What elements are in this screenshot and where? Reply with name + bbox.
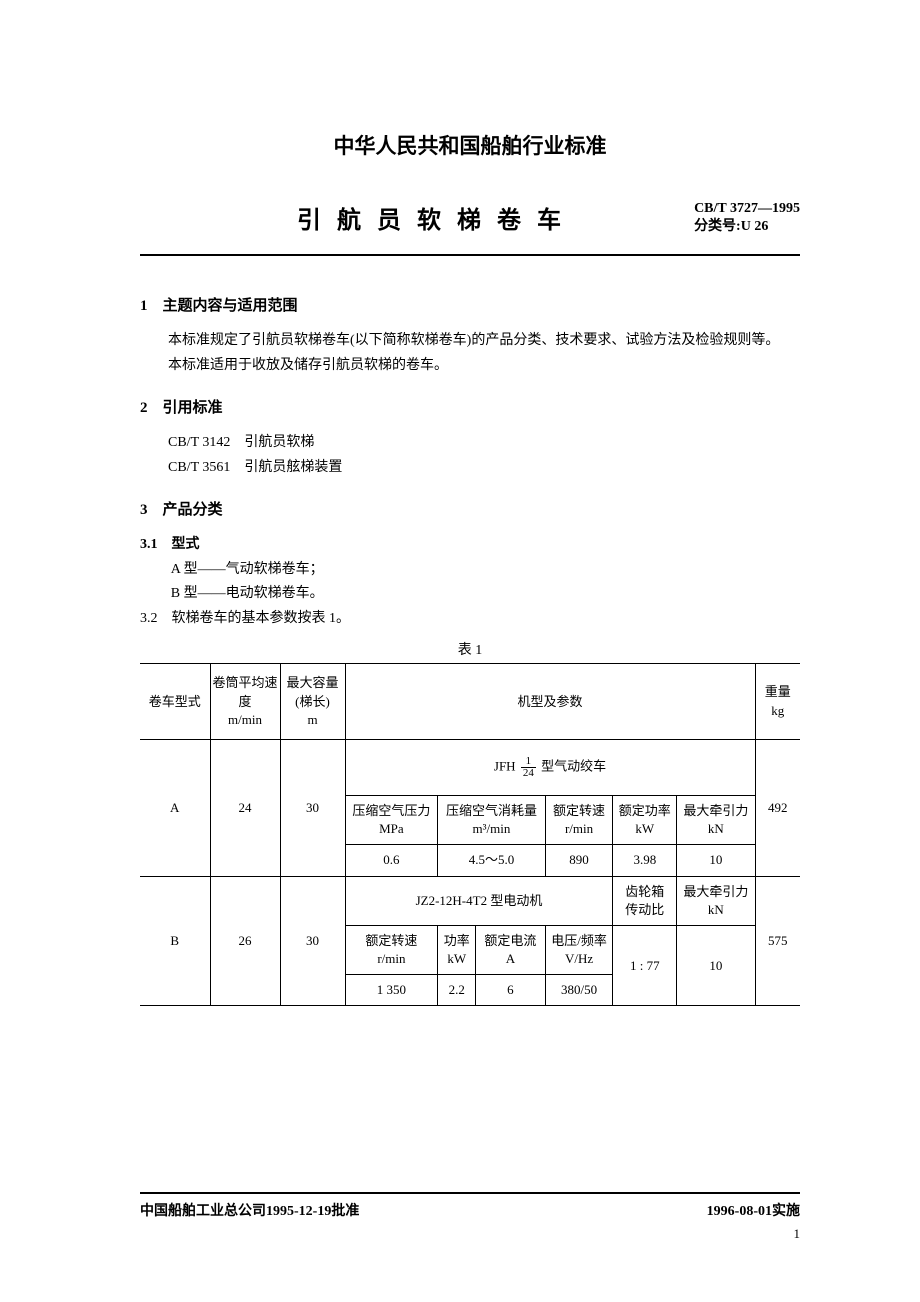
table-caption: 表 1 — [140, 639, 800, 659]
section-3-title: 3 产品分类 — [140, 498, 800, 519]
fraction: 1 24 — [521, 756, 536, 779]
type-b-line: B 型——电动软梯卷车。 — [140, 582, 800, 607]
model-suffix: 型气动绞车 — [541, 758, 606, 773]
cell-a-p2-val: 4.5～5.0 — [438, 845, 545, 876]
cell-b-p4-label: 电压/频率 V/Hz — [545, 925, 613, 974]
th-model: 机型及参数 — [345, 664, 755, 740]
model-prefix: JFH — [494, 758, 516, 773]
cell-a-p5-label: 最大牵引力 kN — [677, 795, 755, 844]
cell-a-capacity: 30 — [280, 739, 345, 876]
org-title: 中华人民共和国船舶行业标准 — [140, 130, 800, 160]
table-row: A 24 30 JFH 1 24 型气动绞车 492 — [140, 739, 800, 795]
cell-b-pull-val: 10 — [677, 925, 755, 1006]
cell-b-p2-val: 2.2 — [438, 975, 476, 1006]
cell-a-p5-val: 10 — [677, 845, 755, 876]
cell-b-p4-val: 380/50 — [545, 975, 613, 1006]
ref-1: CB/T 3142 引航员软梯 — [140, 431, 800, 456]
cell-b-p1-val: 1 350 — [345, 975, 438, 1006]
section-1-title: 1 主题内容与适用范围 — [140, 294, 800, 315]
page-number: 1 — [140, 1226, 800, 1242]
section-3-2: 3.2 软梯卷车的基本参数按表 1。 — [140, 607, 800, 632]
cell-b-capacity: 30 — [280, 876, 345, 1006]
standard-code: CB/T 3727—1995 分类号:U 26 — [694, 200, 800, 236]
section-1-p1: 本标准规定了引航员软梯卷车(以下简称软梯卷车)的产品分类、技术要求、试验方法及检… — [140, 329, 800, 354]
cell-a-weight: 492 — [755, 739, 800, 876]
cell-b-speed: 26 — [210, 876, 280, 1006]
cell-b-weight: 575 — [755, 876, 800, 1006]
th-weight: 重量 kg — [755, 664, 800, 740]
cell-b-p1-label: 额定转速 r/min — [345, 925, 438, 974]
footer: 中国船舶工业总公司1995-12-19批准 1996-08-01实施 1 — [140, 1192, 800, 1242]
cell-b-model: JZ2-12H-4T2 型电动机 — [345, 876, 613, 925]
cell-a-p1-val: 0.6 — [345, 845, 438, 876]
cell-a-model: JFH 1 24 型气动绞车 — [345, 739, 755, 795]
cell-b-p3-label: 额定电流 A — [476, 925, 546, 974]
table-header-row: 卷车型式 卷筒平均速度 m/min 最大容量 (梯长) m 机型及参数 重量 k… — [140, 664, 800, 740]
code-line-1: CB/T 3727—1995 — [694, 200, 800, 218]
section-2-title: 2 引用标准 — [140, 396, 800, 417]
section-3-1: 3.1 型式 — [140, 533, 800, 558]
th-speed: 卷筒平均速度 m/min — [210, 664, 280, 740]
cell-b-type: B — [140, 876, 210, 1006]
cell-b-p3-val: 6 — [476, 975, 546, 1006]
cell-b-gear-val: 1 : 77 — [613, 925, 677, 1006]
frac-den: 24 — [521, 768, 536, 779]
code-line-2: 分类号:U 26 — [694, 218, 800, 236]
parameters-table: 卷车型式 卷筒平均速度 m/min 最大容量 (梯长) m 机型及参数 重量 k… — [140, 663, 800, 1006]
cell-a-p4-label: 额定功率 kW — [613, 795, 677, 844]
doc-title: 引航员软梯卷车 — [140, 200, 694, 235]
cell-a-p3-label: 额定转速 r/min — [545, 795, 613, 844]
cell-a-type: A — [140, 739, 210, 876]
type-a-line: A 型——气动软梯卷车； — [140, 558, 800, 583]
ref-2: CB/T 3561 引航员舷梯装置 — [140, 456, 800, 481]
footer-divider — [140, 1192, 800, 1194]
footer-left: 中国船舶工业总公司1995-12-19批准 — [140, 1200, 359, 1220]
cell-a-p1-label: 压缩空气压力 MPa — [345, 795, 438, 844]
table-row: B 26 30 JZ2-12H-4T2 型电动机 齿轮箱 传动比 最大牵引力 k… — [140, 876, 800, 925]
th-type: 卷车型式 — [140, 664, 210, 740]
cell-b-p2-label: 功率 kW — [438, 925, 476, 974]
th-capacity: 最大容量 (梯长) m — [280, 664, 345, 740]
footer-right: 1996-08-01实施 — [707, 1200, 800, 1220]
cell-b-gear-label: 齿轮箱 传动比 — [613, 876, 677, 925]
cell-a-speed: 24 — [210, 739, 280, 876]
cell-b-pull-label: 最大牵引力 kN — [677, 876, 755, 925]
title-divider — [140, 254, 800, 256]
cell-a-p2-label: 压缩空气消耗量 m³/min — [438, 795, 545, 844]
title-row: 引航员软梯卷车 CB/T 3727—1995 分类号:U 26 — [140, 200, 800, 236]
cell-a-p4-val: 3.98 — [613, 845, 677, 876]
section-1-p2: 本标准适用于收放及储存引航员软梯的卷车。 — [140, 354, 800, 379]
cell-a-p3-val: 890 — [545, 845, 613, 876]
